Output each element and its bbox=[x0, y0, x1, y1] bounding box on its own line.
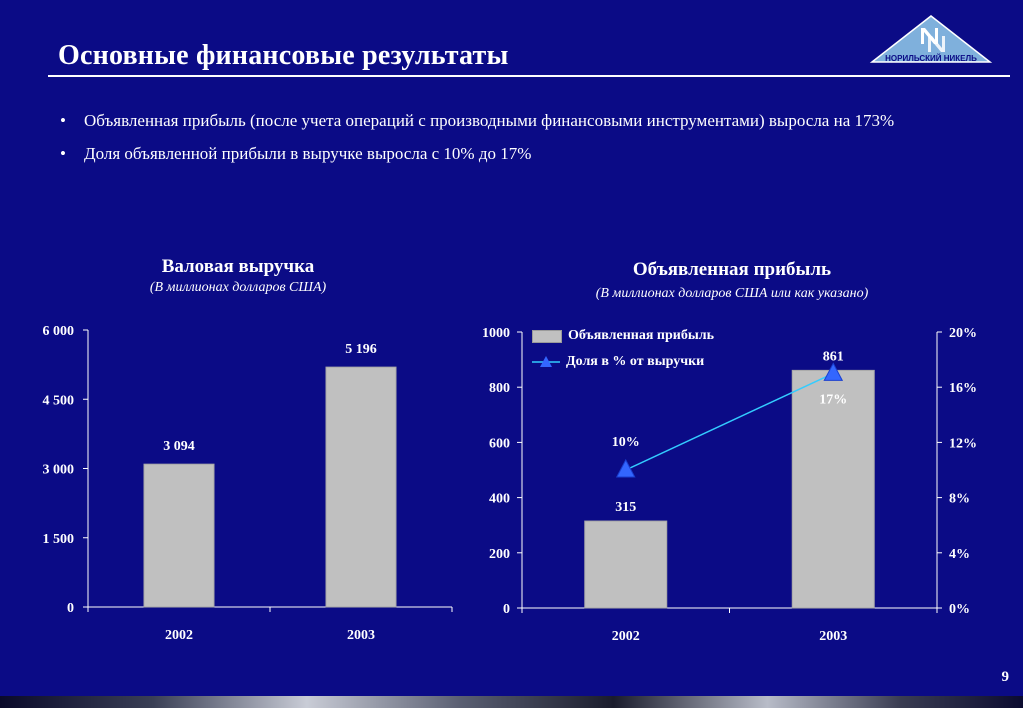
y-tick-label: 4 500 bbox=[43, 393, 75, 408]
y-tick-label: 0 bbox=[503, 602, 510, 617]
bar-value-label: 861 bbox=[823, 349, 844, 364]
title-divider bbox=[48, 75, 1010, 77]
page-number: 9 bbox=[1001, 669, 1010, 685]
legend-label: Объявленная прибыль bbox=[568, 328, 715, 343]
y-tick-label: 1000 bbox=[482, 326, 510, 341]
legend-item-line: Доля в % от выручки bbox=[532, 351, 714, 373]
y-tick-label: 6 000 bbox=[43, 324, 75, 339]
bar bbox=[584, 520, 668, 609]
y2-tick-label: 12% bbox=[949, 436, 977, 451]
bullet-marker: • bbox=[60, 111, 66, 130]
bar bbox=[143, 463, 215, 608]
y2-tick-label: 20% bbox=[949, 326, 977, 341]
logo-mark-icon bbox=[921, 28, 945, 52]
bullet-item: • Объявленная прибыль (после учета опера… bbox=[60, 108, 948, 133]
bar-value-label: 315 bbox=[615, 500, 636, 515]
bar bbox=[325, 366, 397, 608]
legend-swatch-line bbox=[532, 356, 560, 367]
share-marker bbox=[823, 362, 844, 381]
revenue-chart-title: Валовая выручка bbox=[161, 256, 315, 277]
y2-tick-label: 0% bbox=[949, 602, 970, 617]
y-tick-label: 600 bbox=[489, 436, 510, 451]
x-tick-label: 2003 bbox=[347, 628, 375, 643]
legend-item-bar: Объявленная прибыль bbox=[532, 325, 714, 347]
profit-chart-title: Объявленная прибыль bbox=[632, 259, 832, 280]
share-value-label: 10% bbox=[612, 435, 640, 450]
company-logo: НОРИЛЬСКИЙ НИКЕЛЬ bbox=[869, 15, 993, 63]
legend-swatch-bar bbox=[532, 329, 562, 343]
revenue-chart-subtitle: (В миллионах долларов США) bbox=[149, 280, 327, 295]
slide-title: Основные финансовые результаты bbox=[58, 40, 509, 71]
y2-tick-label: 4% bbox=[949, 547, 970, 562]
y2-tick-label: 8% bbox=[949, 492, 970, 507]
profit-chart-legend: Объявленная прибыль Доля в % от выручки bbox=[532, 325, 714, 377]
y2-tick-label: 16% bbox=[949, 381, 977, 396]
y-tick-label: 800 bbox=[489, 381, 510, 396]
bar-value-label: 5 196 bbox=[345, 342, 377, 357]
bullet-text: Доля объявленной прибыли в выручке вырос… bbox=[84, 144, 532, 163]
bullet-item: • Доля объявленной прибыли в выручке выр… bbox=[60, 141, 948, 166]
bullet-marker: • bbox=[60, 144, 66, 163]
share-marker bbox=[615, 458, 636, 478]
x-tick-label: 2002 bbox=[165, 628, 193, 643]
share-value-label: 17% bbox=[819, 392, 847, 407]
bar-value-label: 3 094 bbox=[163, 439, 195, 454]
x-tick-label: 2003 bbox=[819, 629, 847, 644]
footer-strip bbox=[0, 696, 1023, 708]
bullet-text: Объявленная прибыль (после учета операци… bbox=[84, 111, 895, 130]
bar bbox=[791, 369, 875, 609]
y-tick-label: 3 000 bbox=[43, 463, 75, 478]
logo-text: НОРИЛЬСКИЙ НИКЕЛЬ bbox=[885, 54, 977, 63]
bullet-list: • Объявленная прибыль (после учета опера… bbox=[60, 108, 948, 174]
profit-chart-subtitle: (В миллионах долларов США или как указан… bbox=[595, 286, 869, 301]
y-tick-label: 0 bbox=[67, 601, 74, 616]
share-line bbox=[625, 372, 834, 471]
y-tick-label: 400 bbox=[489, 492, 510, 507]
y-tick-label: 200 bbox=[489, 547, 510, 562]
y-tick-label: 1 500 bbox=[43, 532, 75, 547]
x-tick-label: 2002 bbox=[612, 629, 640, 644]
legend-label: Доля в % от выручки bbox=[566, 354, 705, 369]
